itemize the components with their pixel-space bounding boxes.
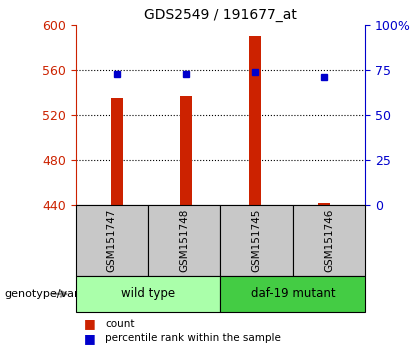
Text: GSM151745: GSM151745 — [252, 209, 262, 273]
Text: GSM151746: GSM151746 — [324, 209, 334, 273]
Text: wild type: wild type — [121, 287, 175, 300]
Text: ■: ■ — [84, 318, 96, 330]
Title: GDS2549 / 191677_at: GDS2549 / 191677_at — [144, 8, 297, 22]
Text: daf-19 mutant: daf-19 mutant — [251, 287, 335, 300]
Text: GSM151748: GSM151748 — [179, 209, 189, 273]
Text: ■: ■ — [84, 332, 96, 344]
Text: GSM151747: GSM151747 — [107, 209, 117, 273]
Text: count: count — [105, 319, 134, 329]
Text: percentile rank within the sample: percentile rank within the sample — [105, 333, 281, 343]
Bar — [318, 203, 330, 205]
Bar — [249, 36, 261, 205]
Text: genotype/variation: genotype/variation — [4, 289, 110, 299]
Bar — [111, 98, 123, 205]
Bar — [180, 96, 192, 205]
